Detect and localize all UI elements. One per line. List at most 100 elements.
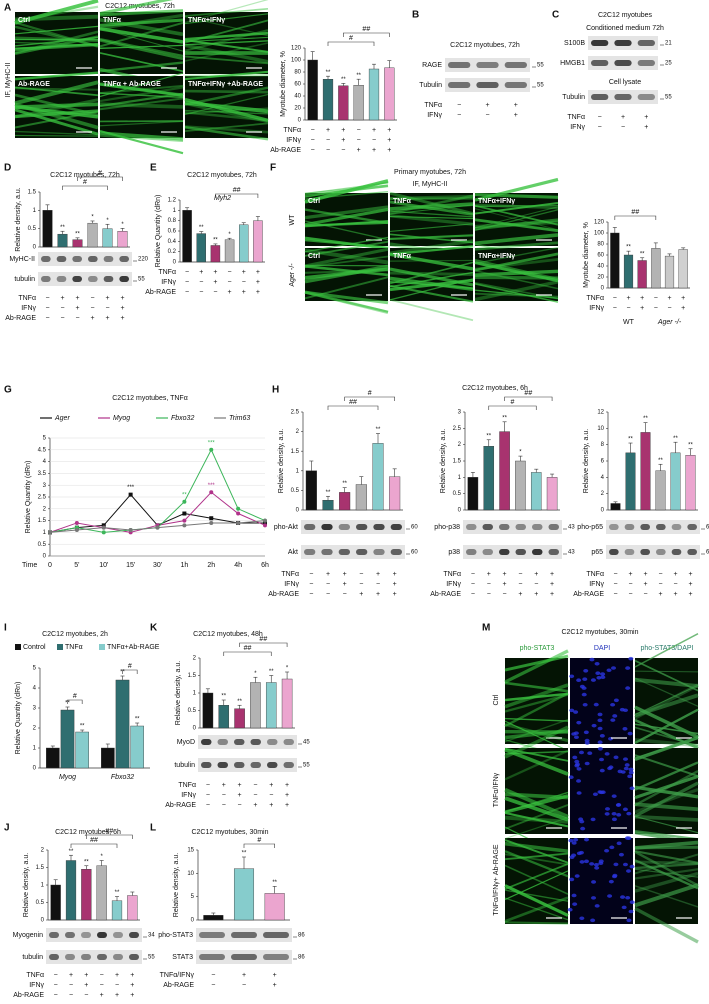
nucleus [600,675,606,680]
nucleus [612,714,618,718]
nucleus [599,768,605,773]
condition-sign: − [253,782,257,789]
label: TNFα [103,17,122,24]
bracket [86,834,133,839]
myotube [99,72,184,98]
bar [46,747,60,769]
y-tick-label: 0.5 [38,542,47,548]
band [88,276,98,282]
bar [239,224,249,263]
myotube [634,788,699,814]
nucleus [604,848,610,853]
condition-sign: − [222,802,226,809]
myotube [304,236,389,253]
label: 25 [665,61,672,67]
y-tick-label: 0 [43,554,47,560]
y-tick-label: 0 [173,260,177,266]
micrograph [15,12,98,74]
bar [322,78,334,121]
y-tick-label: 1 [41,883,45,889]
myotube [14,25,99,35]
y-tick-label: 0 [33,245,37,251]
chart-title: C2C12 myotubes, 30min [191,829,268,836]
band [482,549,493,555]
nucleus [576,678,582,683]
band [321,524,333,530]
condition-sign: + [75,305,79,312]
nucleus [584,761,590,766]
condition-sign: + [667,295,671,302]
condition-sign: − [372,137,376,144]
bar [182,210,192,263]
bar [210,245,221,263]
condition-sign: + [376,571,380,578]
bar [102,228,113,248]
bar [81,869,92,921]
y-tick-label: 0.5 [28,226,37,232]
myotube [634,735,699,761]
condition-sign: + [269,802,273,809]
nucleus [574,874,580,878]
condition-sign: − [471,571,475,578]
significance: * [100,854,103,860]
condition-sign: + [550,591,554,598]
myotube [504,718,569,743]
significance: ** [628,437,633,443]
myotube [634,860,699,865]
bar [368,68,380,121]
myotube [634,850,699,864]
myotube [634,737,699,759]
bar [72,239,83,248]
bracket [62,185,108,190]
myotube [504,817,569,840]
label: Ab-RAGE [145,289,176,296]
condition-sign: − [628,581,632,588]
blot [38,252,132,266]
nucleus [583,668,589,673]
myotube [14,93,99,117]
y-tick-label: 1.5 [291,449,300,455]
label: IFNγ [29,982,44,989]
panel-letter: J [4,823,10,834]
condition-sign: + [681,305,685,312]
band [304,524,316,530]
label: 60 [411,550,418,556]
myotube [184,55,269,65]
label: 55 [665,95,672,101]
x-tick-label: Fbxo32 [111,774,134,781]
nucleus [599,734,605,738]
nucleus [611,794,617,798]
blot [463,545,562,559]
label: TNFα [158,269,176,276]
band [217,739,228,745]
chart-title: C2C12 myotubes, 72h [187,172,257,179]
myotube [99,18,184,27]
y-tick-label: 3 [43,483,47,489]
condition-sign: + [658,591,662,598]
band [234,762,245,768]
myotube [634,815,699,834]
nucleus [604,752,610,756]
myotube [634,781,699,818]
condition-sign: − [45,295,49,302]
condition-sign: − [311,147,315,154]
point [182,511,187,516]
nucleus [611,811,617,816]
nucleus [613,755,619,760]
label: IF, MyHC-II [5,62,12,97]
significance: ** [658,458,663,464]
significance: ** [80,724,85,730]
legend-swatch [99,644,105,650]
y-tick-label: 3 [33,706,37,712]
label: TNFα [26,972,44,979]
myotube [389,194,474,201]
nucleus [576,791,582,795]
myotube [634,693,699,718]
band [390,549,402,555]
band [65,932,75,938]
significance: ** [688,442,693,448]
myotube [504,681,569,693]
significance: # [257,837,261,844]
nucleus [597,726,603,731]
myotube [504,870,569,901]
